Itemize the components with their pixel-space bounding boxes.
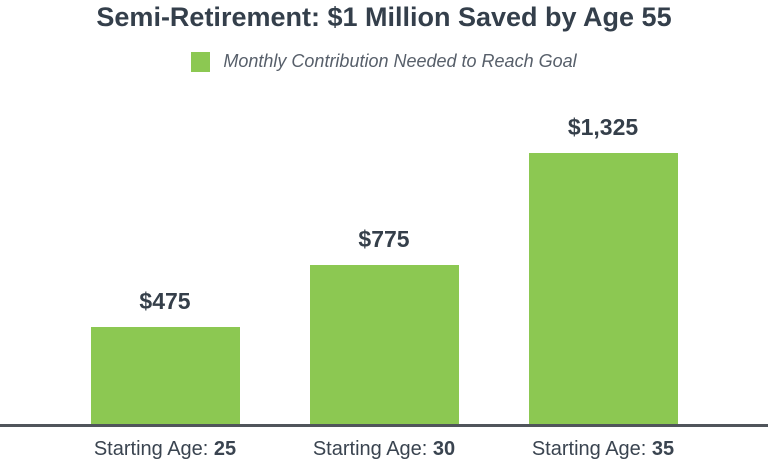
chart-title: Semi-Retirement: $1 Million Saved by Age… — [96, 2, 672, 32]
x-axis-label: Starting Age: 25 — [91, 438, 240, 461]
bar-group: $1,325 — [528, 114, 678, 424]
bar-value-label: $775 — [358, 226, 410, 252]
bar-value-label: $475 — [139, 288, 191, 314]
bar-value-label: $1,325 — [567, 114, 639, 140]
bar-group: $775 — [309, 226, 459, 424]
x-axis-label-age: 30 — [432, 438, 456, 460]
bar — [528, 153, 678, 424]
x-axis-label-age: 25 — [213, 438, 237, 460]
plot-area: $475 $775 $1,325 — [0, 114, 768, 424]
x-axis-labels: Starting Age: 25 Starting Age: 30 Starti… — [0, 438, 768, 461]
x-axis-label-prefix: Starting Age: — [312, 438, 428, 460]
bar-group: $475 — [90, 288, 240, 424]
bar — [90, 327, 240, 424]
x-axis-label-prefix: Starting Age: — [531, 438, 647, 460]
bar — [309, 265, 459, 424]
x-axis-label-age: 35 — [651, 438, 675, 460]
legend-label: Monthly Contribution Needed to Reach Goa… — [223, 51, 577, 71]
x-axis-label: Starting Age: 30 — [310, 438, 459, 461]
x-axis-label: Starting Age: 35 — [529, 438, 678, 461]
legend: Monthly Contribution Needed to Reach Goa… — [0, 51, 768, 72]
legend-color-swatch-icon — [191, 51, 211, 72]
x-axis-line — [0, 424, 768, 427]
x-axis-label-prefix: Starting Age: — [93, 438, 209, 460]
